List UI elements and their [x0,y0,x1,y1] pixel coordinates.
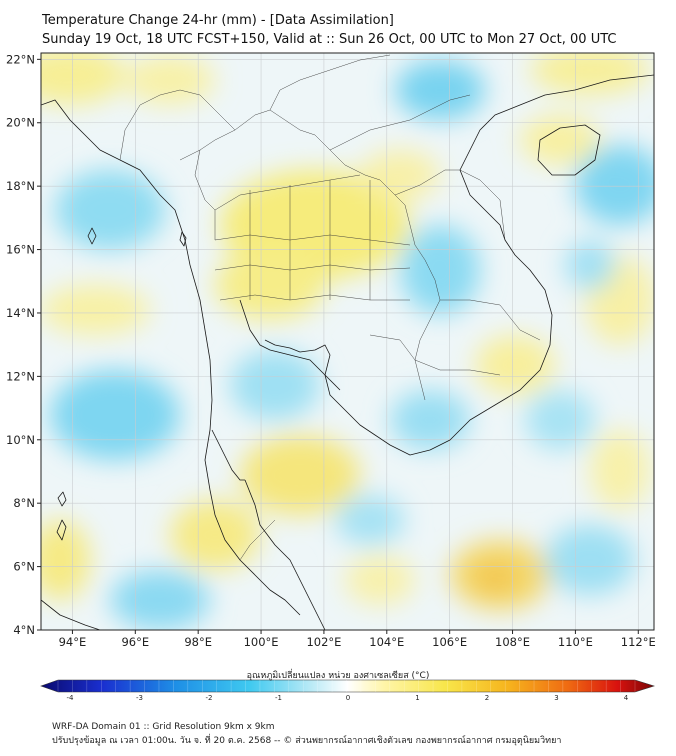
colorbar-strip [40,679,655,693]
colorbar-tick-label: -2 [206,694,213,702]
lat-tick-label: 8°N [13,496,35,510]
lat-tick-label: 6°N [13,560,35,574]
lat-tick-label: 16°N [6,243,35,257]
colorbar-tick-label: -1 [275,694,282,702]
lon-tick-label: 102°E [306,635,341,649]
colorbar-tick-label: 0 [346,694,350,702]
lon-tick-label: 98°E [184,635,212,649]
colorbar-tick-label: 4 [624,694,629,702]
lon-tick-label: 96°E [121,635,149,649]
admin-borders [119,54,541,561]
lat-tick-label: 20°N [6,116,35,130]
title-line-2: Sunday 19 Oct, 18 UTC FCST+150, Valid at… [42,32,617,47]
lon-tick-label: 110°E [558,635,593,649]
colorbar: -4 -3 -2 -1 0 1 2 3 4 [40,679,655,702]
colorbar-ticks: -4 -3 -2 -1 0 1 2 3 4 [57,680,636,702]
lon-tick-label: 104°E [369,635,404,649]
map-frame [40,52,655,631]
lat-tick-label: 12°N [6,369,35,383]
temperature-field [41,53,654,630]
colorbar-tick-label: 3 [554,694,558,702]
lat-tick-label: 10°N [6,433,35,447]
lat-tick-label: 18°N [6,179,35,193]
colorbar-tick-label: 2 [485,694,489,702]
footer-line-2: ปรับปรุงข้อมูล ณ เวลา 01:00น. วัน จ. ที่… [52,736,562,746]
colorbar-tick-label: -4 [67,694,75,702]
lat-tick-label: 22°N [6,52,35,66]
lon-tick-label: 106°E [432,635,467,649]
lon-tick-label: 100°E [244,635,279,649]
lon-tick-label: 112°E [621,635,656,649]
colorbar-title: อุณหภูมิเปลี่ยนแปลง หน่วย องศาเซลเซียส (… [246,671,430,681]
lat-tick-label: 4°N [13,623,35,637]
title-line-1: Temperature Change 24-hr (mm) - [Data As… [42,13,394,28]
map-title: Temperature Change 24-hr (mm) - [Data As… [42,11,616,49]
lat-tick-label: 14°N [6,306,35,320]
footer: WRF-DA Domain 01 :: Grid Resolution 9km … [52,720,561,748]
lon-tick-label: 108°E [495,635,530,649]
longitude-axis: 94°E 96°E 98°E 100°E 102°E 104°E 106°E 108°E 110… [59,630,656,649]
colorbar-tick-label: 1 [415,694,419,702]
colorbar-tick-label: -3 [136,694,143,702]
lon-tick-label: 94°E [59,635,87,649]
latitude-axis: 22°N 20°N 18°N 16°N 14°N 12°N 10°N 8°N 6°N 4°N [6,52,41,637]
footer-line-1: WRF-DA Domain 01 :: Grid Resolution 9km … [52,722,275,732]
